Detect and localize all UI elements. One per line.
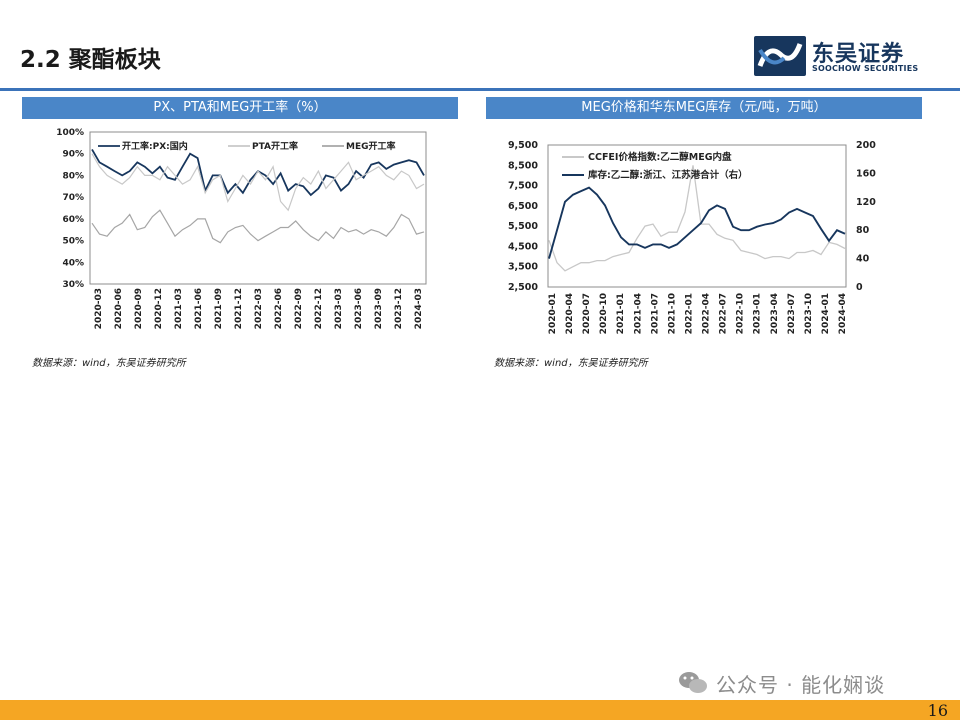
header-rule (0, 88, 960, 91)
utilization-chart: 100% 90% 80% 70% 60% 50% 40% 30% 2020-03 2020-06 2… (56, 128, 427, 329)
x-tick-label: 2023-07 (787, 293, 797, 334)
series-line (548, 186, 846, 259)
plot-frame (89, 131, 427, 285)
x-tick-label: 2023-10 (804, 293, 814, 334)
y-right-tick-label: 200 (856, 140, 876, 151)
x-tick-label: 2021-12 (234, 288, 244, 329)
x-tick-label: 2022-03 (254, 288, 264, 329)
x-tick-label: 2022-01 (684, 293, 694, 334)
y-right-tick-label: 160 (856, 168, 876, 179)
x-tick-label: 2024-04 (838, 293, 848, 334)
x-tick-label: 2020-01 (548, 293, 558, 334)
x-tick-label: 2021-09 (214, 288, 224, 329)
y-tick-label: 80% (62, 171, 84, 181)
legend-label: MEG开工率 (346, 140, 396, 152)
x-tick-label: 2020-07 (582, 293, 592, 334)
source-note-meg: 数据来源：wind，东吴证券研究所 (494, 358, 648, 369)
watermark-text: 公众号 · 能化娴谈 (716, 672, 886, 697)
x-tick-label: 2023-01 (753, 293, 763, 334)
logo-chinese-text: 东吴证券 (812, 42, 905, 67)
x-tick-label: 2023-03 (334, 288, 344, 329)
y-right-tick-label: 40 (856, 254, 870, 265)
slide-title: 2.2 聚酯板块 (20, 47, 161, 73)
y-right-tick-label: 0 (856, 282, 863, 293)
series-line (91, 209, 425, 244)
x-tick-label: 2020-10 (599, 293, 609, 334)
y-left-tick-label: 3,500 (508, 262, 538, 273)
x-tick-label: 2022-12 (314, 288, 324, 329)
y-tick-label: 100% (56, 128, 84, 138)
page-number: 16 (927, 701, 948, 720)
panel-header-meg: MEG价格和华东MEG库存（元/吨，万吨） (486, 97, 922, 119)
x-tick-label: 2020-06 (114, 288, 124, 329)
x-tick-label: 2021-07 (650, 293, 660, 334)
series-line (91, 153, 425, 212)
y-right-tick-label: 120 (856, 197, 876, 208)
y-left-tick-label: 7,500 (508, 181, 538, 192)
y-tick-label: 40% (62, 258, 84, 268)
bottom-bar (0, 700, 960, 720)
x-tick-label: 2021-04 (633, 293, 643, 334)
y-left-tick-label: 8,500 (508, 160, 538, 171)
x-tick-label: 2020-04 (565, 293, 575, 334)
y-tick-label: 90% (62, 150, 84, 160)
x-tick-label: 2021-03 (174, 288, 184, 329)
legend-label: 开工率:PX:国内 (122, 140, 188, 152)
x-tick-label: 2020-03 (94, 288, 104, 329)
x-tick-label: 2024-01 (821, 293, 831, 334)
x-tick-label: 2023-04 (770, 293, 780, 334)
legend-label: CCFEI价格指数:乙二醇MEG内盘 (588, 151, 732, 163)
x-tick-label: 2023-12 (394, 288, 404, 329)
x-tick-label: 2020-12 (154, 288, 164, 329)
y-right-tick-label: 80 (856, 225, 870, 236)
legend-label: PTA开工率 (252, 140, 298, 152)
y-tick-label: 60% (62, 215, 84, 225)
y-tick-label: 70% (62, 193, 84, 203)
x-tick-label: 2023-09 (374, 288, 384, 329)
y-tick-label: 30% (62, 280, 84, 290)
x-tick-label: 2021-06 (194, 288, 204, 329)
watermark: 公众号 · 能化娴谈 (678, 666, 885, 700)
x-tick-label: 2021-01 (616, 293, 626, 334)
y-left-tick-label: 2,500 (508, 282, 538, 293)
soochow-logo-icon (754, 36, 806, 76)
source-note-utilization: 数据来源：wind，东吴证券研究所 (32, 358, 186, 369)
x-tick-label: 2022-04 (702, 293, 712, 334)
meg-price-inventory-chart: 9,500 8,500 7,500 6,500 5,500 4,500 3,500 2,500… (508, 140, 876, 334)
y-left-tick-label: 4,500 (508, 241, 538, 252)
panel-header-utilization: PX、PTA和MEG开工率（%） (22, 97, 458, 119)
logo-english-text: SOOCHOW SECURITIES (812, 64, 919, 73)
x-tick-label: 2021-10 (667, 293, 677, 334)
y-left-tick-label: 9,500 (508, 140, 538, 151)
x-tick-label: 2020-09 (134, 288, 144, 329)
y-tick-label: 50% (62, 237, 84, 247)
x-tick-label: 2022-06 (274, 288, 284, 329)
y-left-tick-label: 6,500 (508, 201, 538, 212)
x-tick-label: 2022-10 (736, 293, 746, 334)
plot-frame (547, 144, 847, 288)
x-tick-label: 2023-06 (354, 288, 364, 329)
x-tick-label: 2022-09 (294, 288, 304, 329)
x-tick-label: 2022-07 (719, 293, 729, 334)
legend-label: 库存:乙二醇:浙江、江苏港合计（右） (587, 169, 748, 181)
y-left-tick-label: 5,500 (508, 221, 538, 232)
wechat-icon (679, 672, 707, 693)
x-tick-label: 2024-03 (414, 288, 424, 329)
series-line (548, 165, 846, 272)
company-logo: 东吴证券 SOOCHOW SECURITIES (754, 36, 938, 78)
